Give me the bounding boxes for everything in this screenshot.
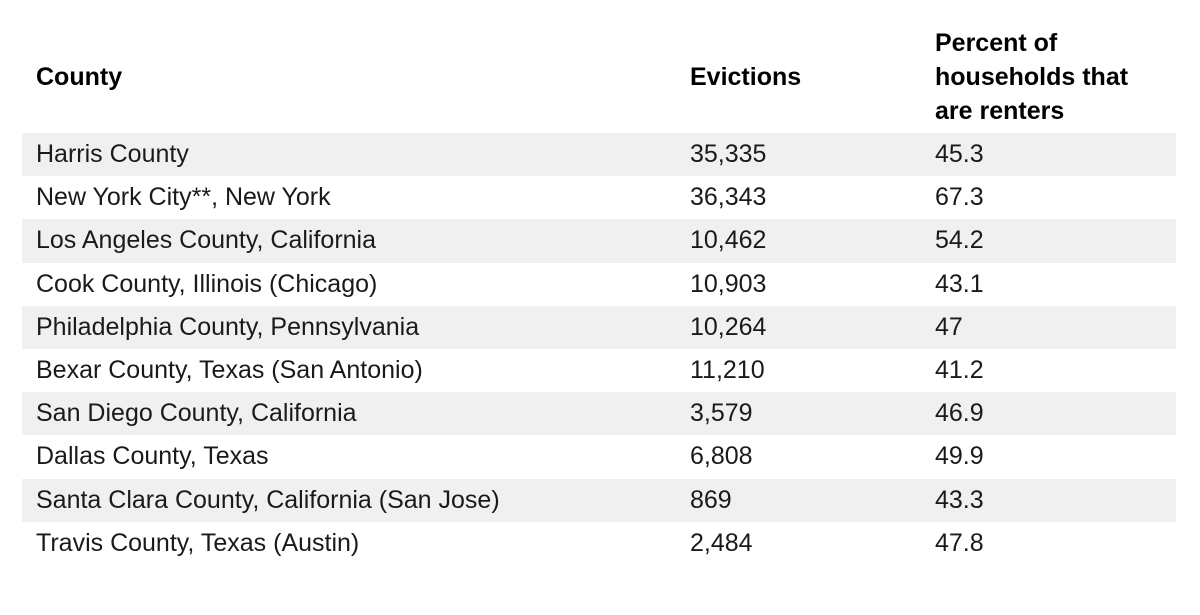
table-row: Harris County 35,335 45.3 <box>22 133 1176 177</box>
county-cell: Cook County, Illinois (Chicago) <box>36 269 378 298</box>
county-cell: Philadelphia County, Pennsylvania <box>36 312 420 341</box>
renters-percent-cell: 47 <box>935 312 963 341</box>
renters-percent-column-header: Percent of households that are renters <box>921 26 1176 128</box>
evictions-cell: 36,343 <box>690 183 767 212</box>
evictions-cell: 10,462 <box>690 226 767 255</box>
table-row: Santa Clara County, California (San Jose… <box>22 478 1176 522</box>
evictions-cell: 11,210 <box>690 356 765 385</box>
renters-percent-cell: 54.2 <box>935 226 984 255</box>
renters-percent-cell: 47.8 <box>935 528 984 557</box>
renters-percent-cell: 67.3 <box>935 183 984 212</box>
renters-percent-header-text: Percent of households that are renters <box>935 28 1129 125</box>
renters-percent-cell: 45.3 <box>935 140 984 169</box>
table-row: San Diego County, California 3,579 46.9 <box>22 392 1176 436</box>
evictions-cell: 6,808 <box>690 442 753 471</box>
evictions-cell: 869 <box>690 485 732 514</box>
table-row: Los Angeles County, California 10,462 54… <box>22 219 1176 263</box>
evictions-cell: 3,579 <box>690 399 753 428</box>
county-cell: San Diego County, California <box>36 399 357 428</box>
evictions-cell: 10,264 <box>690 312 767 341</box>
table-row: Dallas County, Texas 6,808 49.9 <box>22 435 1176 478</box>
table-row: Philadelphia County, Pennsylvania 10,264… <box>22 305 1176 349</box>
evictions-column-header: Evictions <box>690 62 802 91</box>
evictions-cell: 10,903 <box>690 269 767 298</box>
county-cell: Harris County <box>36 140 189 169</box>
county-cell: Travis County, Texas (Austin) <box>36 528 360 557</box>
table-row: Cook County, Illinois (Chicago) 10,903 4… <box>22 263 1176 306</box>
county-cell: Santa Clara County, California (San Jose… <box>36 485 500 514</box>
renters-percent-cell: 46.9 <box>935 399 984 428</box>
evictions-cell: 35,335 <box>690 140 767 169</box>
renters-percent-cell: 43.1 <box>935 269 984 298</box>
evictions-cell: 2,484 <box>690 528 753 557</box>
county-cell: Dallas County, Texas <box>36 442 269 471</box>
table-row: Travis County, Texas (Austin) 2,484 47.8 <box>22 522 1176 565</box>
renters-percent-cell: 49.9 <box>935 442 984 471</box>
table-header-row: County Evictions Percent of households t… <box>22 20 1176 133</box>
renters-percent-cell: 43.3 <box>935 485 984 514</box>
county-cell: New York City**, New York <box>36 183 331 212</box>
county-cell: Bexar County, Texas (San Antonio) <box>36 356 423 385</box>
renters-percent-cell: 41.2 <box>935 356 984 385</box>
table-row: Bexar County, Texas (San Antonio) 11,210… <box>22 349 1176 392</box>
county-column-header: County <box>36 62 123 91</box>
evictions-table: County Evictions Percent of households t… <box>22 20 1176 565</box>
county-cell: Los Angeles County, California <box>36 226 377 255</box>
table-row: New York City**, New York 36,343 67.3 <box>22 176 1176 219</box>
